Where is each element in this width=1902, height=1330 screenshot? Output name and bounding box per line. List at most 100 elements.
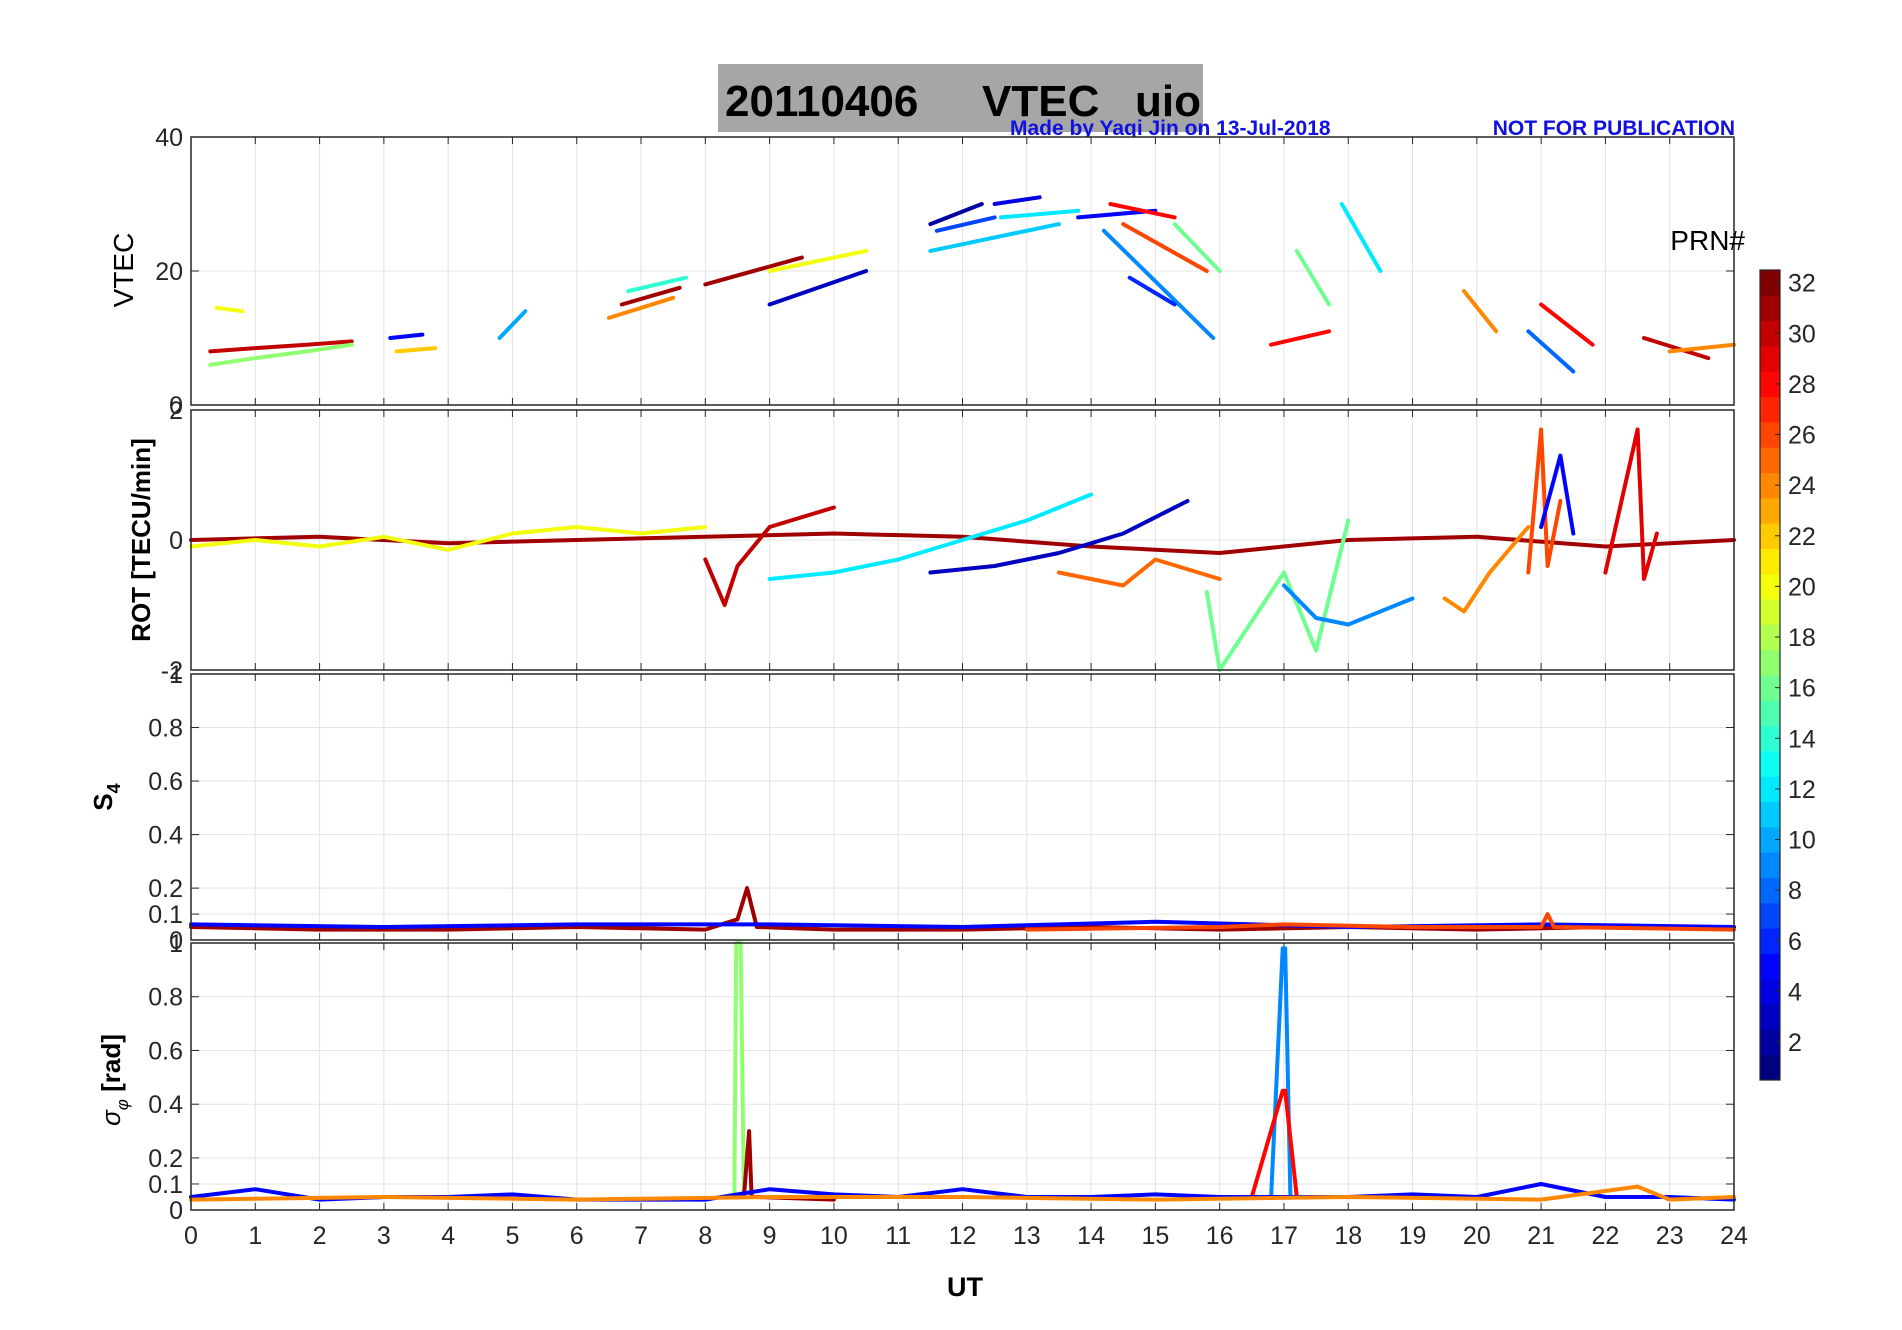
title-date: 20110406 <box>725 77 918 126</box>
y-tick-label: 1 <box>169 930 183 958</box>
svg-text:S4: S4 <box>88 783 124 810</box>
series-line-prn-12 <box>767 492 1094 581</box>
series-line-prn-20 <box>189 525 708 552</box>
credit-notice: NOT FOR PUBLICATION <box>1493 117 1735 140</box>
colorbar-cell <box>1760 1029 1780 1056</box>
credit-author: Made by Yaqi Jin on 13-Jul-2018 <box>1010 117 1331 140</box>
series-line-prn-24 <box>1442 525 1531 614</box>
colorbar-cell <box>1760 877 1780 904</box>
y-tick-label: 0.8 <box>148 715 183 743</box>
colorbar-cell <box>1760 320 1780 347</box>
colorbar-tick-label: 32 <box>1788 270 1816 298</box>
series-line-prn-28 <box>1108 202 1177 220</box>
colorbar-tick-label: 24 <box>1788 472 1816 500</box>
series-line-prn-20 <box>214 305 245 314</box>
title-station: uio <box>1135 77 1201 126</box>
colorbar-cell <box>1760 826 1780 853</box>
series-line-prn-17 <box>208 342 354 367</box>
x-tick-label: 4 <box>441 1222 455 1250</box>
x-tick-label: 15 <box>1141 1222 1169 1250</box>
series-line-prn-29 <box>1603 427 1659 581</box>
y-tick-label: 2 <box>169 397 183 425</box>
y-tick-label: 0.2 <box>148 875 183 903</box>
series-line-prn-12 <box>1339 202 1383 273</box>
colorbar-cell <box>1760 497 1780 524</box>
series-line-prn-16 <box>1204 518 1351 672</box>
series-line-prn-9 <box>1282 583 1415 627</box>
vtec-ylabel: VTEC <box>108 233 139 308</box>
y-tick-label: 0.1 <box>148 901 183 929</box>
series-line-prn-28 <box>1269 329 1331 347</box>
y-tick-label: 1 <box>169 661 183 689</box>
x-tick-label: 11 <box>885 1222 911 1250</box>
x-tick-label: 14 <box>1077 1222 1105 1250</box>
series-line-prn-6 <box>1127 275 1177 307</box>
x-tick-label: 24 <box>1720 1222 1748 1250</box>
series-line-prn-16 <box>1172 222 1222 273</box>
x-tick-label: 22 <box>1592 1222 1620 1250</box>
colorbar-cell <box>1760 675 1780 701</box>
colorbar-tick-label: 10 <box>1788 827 1816 855</box>
x-tick-label: 12 <box>949 1222 977 1250</box>
colorbar-cell <box>1760 750 1780 777</box>
series-line-prn-16 <box>1294 248 1331 307</box>
y-tick-label: 0 <box>169 392 183 420</box>
series-line-prn-20 <box>767 248 869 273</box>
x-tick-label: 0 <box>184 1222 198 1250</box>
colorbar-cell <box>1760 1004 1780 1030</box>
colorbar-tick-label: 12 <box>1788 776 1816 804</box>
x-tick-label: 17 <box>1270 1222 1298 1250</box>
colorbar-tick-label: 28 <box>1788 371 1816 399</box>
y-tick-label: 20 <box>155 258 183 286</box>
y-tick-label: 0.4 <box>148 1091 183 1119</box>
x-tick-label: 6 <box>570 1222 584 1250</box>
colorbar-cell <box>1760 548 1780 575</box>
colorbar-tick-label: 20 <box>1788 573 1816 601</box>
x-tick-label: 21 <box>1527 1222 1555 1250</box>
rot-panel: -2 0 2 <box>161 397 1736 685</box>
colorbar-cell <box>1760 624 1780 651</box>
series-line-prn-5 <box>1539 453 1576 536</box>
svg-text:σφ [rad]: σφ [rad] <box>96 1034 132 1126</box>
series-line-prn-31 <box>703 255 804 287</box>
series-line-prn-9 <box>1269 946 1293 1199</box>
colorbar-cell <box>1760 345 1780 372</box>
y-tick-label: 0.6 <box>148 1037 183 1065</box>
x-tick-label: 20 <box>1463 1222 1491 1250</box>
colorbar-tick-label: 16 <box>1788 675 1816 703</box>
y-tick-label: 0 <box>169 527 183 555</box>
title-banner <box>718 64 1203 132</box>
colorbar-cell <box>1760 573 1780 600</box>
colorbar-tick-label: 22 <box>1788 523 1816 551</box>
y-tick-label: 0.2 <box>148 1145 183 1173</box>
colorbar-tick-label: 8 <box>1788 877 1802 905</box>
series-line-prn-9 <box>1101 228 1216 340</box>
series-line-prn-12 <box>999 208 1081 220</box>
x-tick-label: 1 <box>248 1222 262 1250</box>
colorbar-cell <box>1760 725 1780 752</box>
colorbar-tick-label: 14 <box>1788 725 1816 753</box>
x-tick-label: 13 <box>1013 1222 1041 1250</box>
colorbar-tick-label: 2 <box>1788 1029 1802 1057</box>
colorbar-cell <box>1760 295 1780 322</box>
x-tick-label: 2 <box>313 1222 327 1250</box>
series-line-prn-30 <box>208 339 354 354</box>
x-tick-label: 10 <box>820 1222 848 1250</box>
colorbar-label: PRN# <box>1670 225 1745 256</box>
series-line-prn-31 <box>619 285 682 307</box>
series-line-prn-5 <box>388 332 425 340</box>
rot-ylabel: ROT [TECU/min] <box>126 438 156 642</box>
colorbar-tick-label: 18 <box>1788 624 1816 652</box>
s4-ylabel: S4 <box>88 783 124 810</box>
series-line-prn-8 <box>1526 329 1576 374</box>
colorbar-cell <box>1760 371 1780 398</box>
colorbar-cell <box>1760 928 1780 954</box>
series-line-prn-11 <box>928 222 1061 253</box>
colorbar-cell <box>1760 1054 1780 1081</box>
x-tick-label: 7 <box>634 1222 648 1250</box>
y-tick-label: 0.6 <box>148 768 183 796</box>
y-tick-label: 0 <box>169 1197 183 1225</box>
series-line-prn-14 <box>626 275 688 294</box>
